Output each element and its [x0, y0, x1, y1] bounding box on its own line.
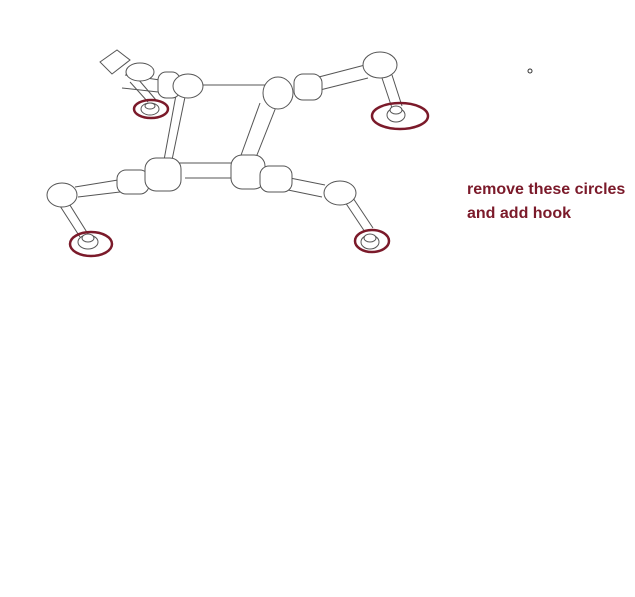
highlight-circle-top-left [132, 98, 170, 120]
annotation-line-2: and add hook [467, 205, 571, 222]
stray-dot [527, 68, 533, 74]
arm-top-left [99, 49, 204, 116]
highlight-circle-bottom-right [353, 228, 391, 254]
center-frame [163, 84, 277, 179]
annotation-line-1: remove these circles [467, 181, 626, 198]
highlight-circle-top-right [370, 101, 430, 131]
arm-top-right [262, 51, 406, 123]
arm-bottom-left [46, 157, 182, 250]
annotation-note: remove these circles and add hook [467, 178, 635, 226]
highlight-circle-bottom-left [68, 230, 114, 258]
arm-bottom-right [230, 154, 380, 250]
highlight-circles [68, 98, 430, 258]
